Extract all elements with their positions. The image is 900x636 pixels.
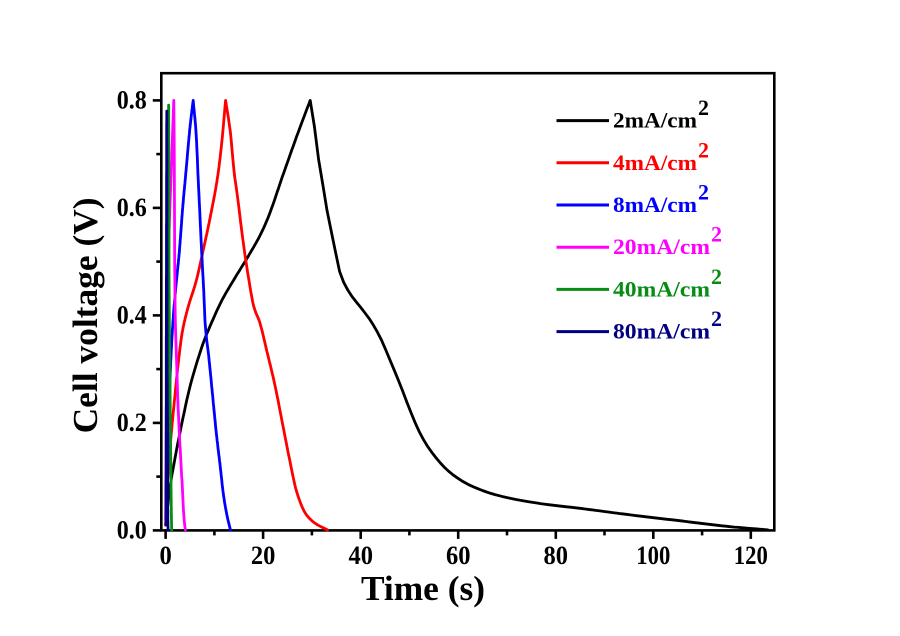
svg-text:40mA/cm: 40mA/cm bbox=[613, 276, 710, 301]
svg-text:0.0: 0.0 bbox=[117, 515, 147, 545]
svg-text:0.2: 0.2 bbox=[117, 407, 147, 437]
svg-text:80mA/cm: 80mA/cm bbox=[613, 319, 710, 344]
svg-text:0.4: 0.4 bbox=[117, 300, 147, 330]
svg-text:20mA/cm: 20mA/cm bbox=[613, 234, 710, 259]
svg-text:2: 2 bbox=[711, 222, 722, 247]
svg-text:60: 60 bbox=[446, 540, 471, 570]
svg-text:20: 20 bbox=[251, 540, 276, 570]
svg-text:2: 2 bbox=[711, 264, 722, 289]
svg-text:0: 0 bbox=[159, 540, 171, 570]
svg-text:2: 2 bbox=[698, 180, 709, 205]
svg-text:4mA/cm: 4mA/cm bbox=[613, 150, 697, 175]
svg-text:Cell voltage (V): Cell voltage (V) bbox=[66, 197, 105, 433]
svg-text:2: 2 bbox=[698, 137, 709, 162]
svg-text:8mA/cm: 8mA/cm bbox=[613, 192, 697, 217]
svg-text:2: 2 bbox=[698, 95, 709, 120]
svg-text:2mA/cm: 2mA/cm bbox=[613, 108, 697, 133]
svg-text:40: 40 bbox=[348, 540, 373, 570]
svg-text:0.6: 0.6 bbox=[117, 192, 147, 222]
svg-text:120: 120 bbox=[734, 540, 768, 570]
svg-text:2: 2 bbox=[711, 306, 722, 331]
svg-text:0.8: 0.8 bbox=[117, 85, 147, 115]
svg-text:80: 80 bbox=[544, 540, 569, 570]
svg-text:100: 100 bbox=[636, 540, 670, 570]
svg-text:Time (s): Time (s) bbox=[361, 569, 485, 608]
